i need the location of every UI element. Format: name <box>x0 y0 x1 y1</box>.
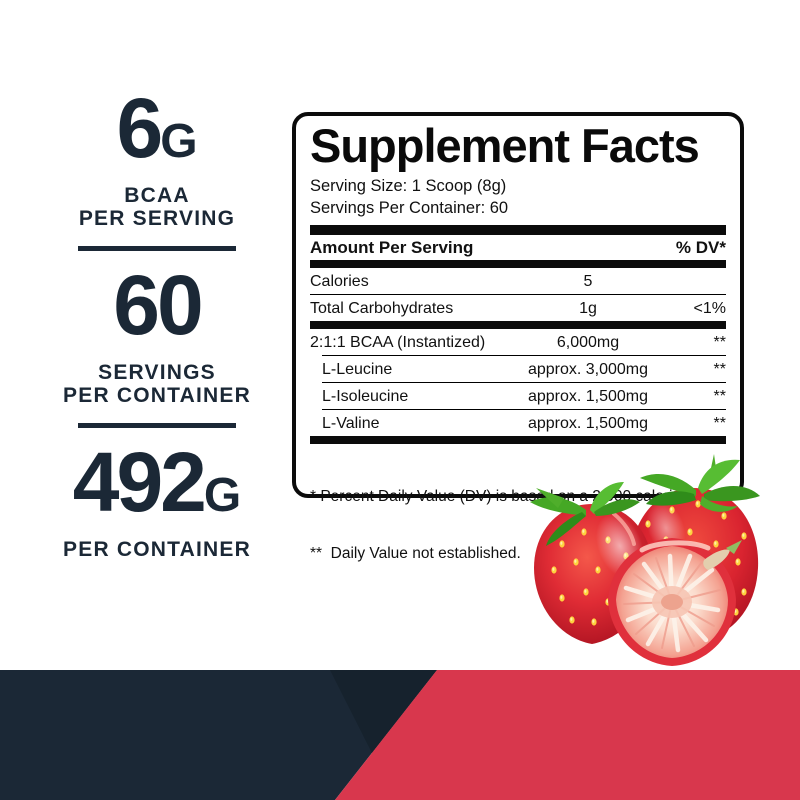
thin-rule <box>322 409 726 410</box>
row-amount: approx. 1,500mg <box>527 387 649 405</box>
banner-red-shape <box>335 670 800 800</box>
stat-caption-line: BCAA <box>124 184 190 207</box>
strawberry-cut-half <box>608 538 742 666</box>
thick-rule <box>310 225 726 235</box>
thin-rule <box>310 294 726 295</box>
row-amount: 5 <box>583 272 593 290</box>
stat-caption-line: SERVINGS <box>98 361 216 384</box>
bottom-banner <box>0 670 800 800</box>
stat-unit: G <box>160 115 198 168</box>
stat-total-grams-value: 492G <box>40 440 274 538</box>
row-name: L-Leucine <box>322 360 393 378</box>
serving-size-line: Serving Size: 1 Scoop (8g) <box>310 177 507 195</box>
table-row-leucine: L-Leucine approx. 3,000mg ** <box>310 356 726 382</box>
stat-number: 60 <box>113 258 203 352</box>
thick-rule <box>310 436 726 444</box>
stat-caption-line: PER CONTAINER <box>63 538 251 561</box>
stat-number: 6 <box>116 81 163 175</box>
stat-number: 492 <box>72 435 207 529</box>
strawberry-leaves-right <box>640 454 760 512</box>
stats-column: 6G BCAA PER SERVING 60 SERVINGS PER CONT… <box>40 86 274 561</box>
stat-bcaa-caption: BCAA PER SERVING <box>40 184 274 230</box>
stats-divider <box>78 246 236 251</box>
stat-caption-line: PER SERVING <box>78 207 236 230</box>
supplement-facts-panel: Supplement Facts Serving Size: 1 Scoop (… <box>292 112 744 562</box>
row-name: Total Carbohydrates <box>310 299 454 317</box>
footnote-not-established: ** Daily Value not established. <box>310 545 521 562</box>
table-header-row: Amount Per Serving % DV* <box>310 235 726 260</box>
servings-per-container-line: Servings Per Container: 60 <box>310 198 509 217</box>
strawberry-leaves-left <box>530 482 640 546</box>
row-dv: ** <box>713 360 726 378</box>
stats-divider <box>78 423 236 428</box>
thin-rule <box>322 355 726 356</box>
strawberries-image <box>530 454 760 666</box>
row-name: Calories <box>310 272 369 290</box>
banner-navy-shape <box>0 670 437 800</box>
stat-total-grams-caption: PER CONTAINER <box>40 538 274 561</box>
stat-servings-value: 60 <box>40 263 274 361</box>
panel-title: Supplement Facts <box>310 119 700 172</box>
row-name: 2:1:1 BCAA (Instantized) <box>310 333 486 351</box>
amount-per-serving-header: Amount Per Serving <box>310 238 474 257</box>
stat-bcaa-per-serving-value: 6G <box>40 86 274 184</box>
row-name: L-Valine <box>322 414 380 432</box>
cut-berry-stem <box>703 549 730 570</box>
percent-dv-header: % DV* <box>675 238 726 257</box>
row-dv: ** <box>713 387 726 405</box>
row-dv: ** <box>713 333 726 351</box>
thick-rule <box>310 260 726 268</box>
row-amount: approx. 3,000mg <box>527 360 649 378</box>
serving-info: Serving Size: 1 Scoop (8g) Servings Per … <box>310 176 726 219</box>
row-name: L-Isoleucine <box>322 387 409 405</box>
row-dv: ** <box>713 414 726 432</box>
thin-rule <box>322 382 726 383</box>
table-row-bcaa: 2:1:1 BCAA (Instantized) 6,000mg ** <box>310 329 726 355</box>
table-row-valine: L-Valine approx. 1,500mg ** <box>310 410 726 436</box>
table-row-calories: Calories 5 <box>310 268 726 294</box>
thick-rule <box>310 321 726 329</box>
stat-caption-line: PER CONTAINER <box>63 384 251 407</box>
table-row-isoleucine: L-Isoleucine approx. 1,500mg ** <box>310 383 726 409</box>
stat-unit: G <box>203 469 242 522</box>
row-amount: 6,000mg <box>556 333 620 351</box>
row-amount: approx. 1,500mg <box>527 414 649 432</box>
banner-navy-dark-wedge <box>330 670 437 753</box>
row-amount: 1g <box>579 299 597 317</box>
row-dv: <1% <box>693 299 726 317</box>
stat-servings-caption: SERVINGS PER CONTAINER <box>40 361 274 407</box>
table-row-carbohydrates: Total Carbohydrates 1g <1% <box>310 295 726 321</box>
